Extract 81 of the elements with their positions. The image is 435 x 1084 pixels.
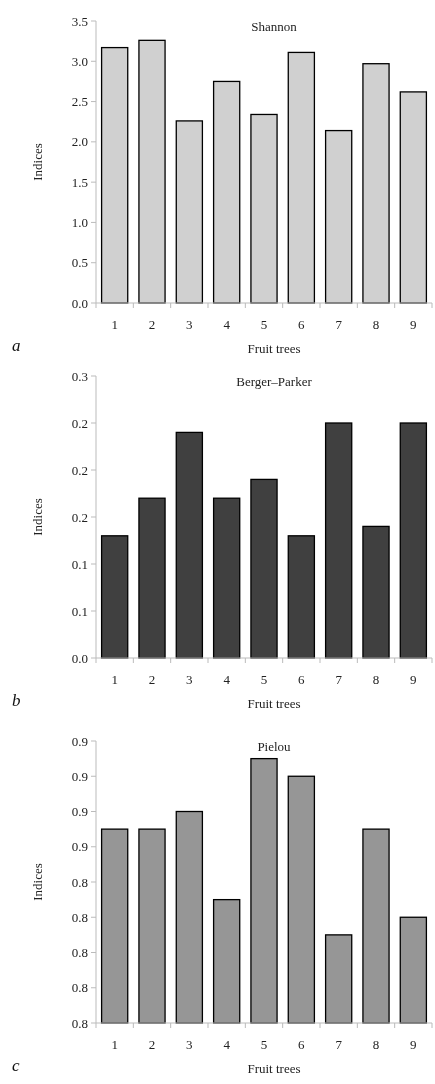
y-axis-title: Indices [30, 143, 45, 181]
y-tick-label: 3.0 [71, 53, 88, 69]
y-tick-label: 0.3 [71, 368, 88, 384]
bar [287, 51, 316, 304]
x-tick-label: 9 [410, 317, 417, 332]
x-tick-label: 4 [223, 672, 231, 687]
bar [362, 525, 390, 659]
x-tick-label: 2 [148, 672, 156, 687]
chart-title: Pielou [257, 739, 292, 754]
x-tick-label: 3 [186, 672, 193, 687]
x-axis-title: Fruit trees [247, 1061, 301, 1076]
bar [138, 497, 166, 659]
x-tick-label: 3 [186, 1037, 193, 1052]
y-tick-label: 0.8 [71, 945, 88, 961]
y-tick-label: 2.0 [71, 134, 88, 150]
bar [250, 113, 278, 304]
y-tick-label: 0.8 [71, 1015, 88, 1031]
y-tick-label: 0.9 [71, 804, 88, 820]
x-tick-label: 5 [260, 317, 268, 332]
bar [324, 129, 353, 304]
x-tick-label: 8 [372, 317, 380, 332]
bar [212, 497, 241, 659]
y-tick-label: 0.2 [71, 509, 88, 525]
x-tick-label: 6 [298, 672, 306, 687]
y-tick-label: 0.9 [71, 839, 88, 855]
y-tick-label: 0.9 [71, 733, 88, 749]
text: c [12, 1056, 20, 1075]
y-axis-title: Indices [30, 863, 45, 901]
bar [100, 535, 129, 659]
x-tick-label: 9 [410, 672, 417, 687]
bar [324, 422, 353, 659]
y-tick-label: 0.9 [71, 768, 88, 784]
bar [399, 422, 428, 659]
bar [250, 478, 278, 659]
x-tick-label: 1 [111, 317, 118, 332]
x-tick-label: 7 [335, 317, 343, 332]
x-tick-label: 2 [148, 1037, 156, 1052]
chart-title: Berger–Parker [236, 374, 313, 389]
x-tick-label: 8 [372, 672, 380, 687]
bar [175, 431, 204, 659]
bar [175, 120, 204, 304]
x-tick-label: 6 [298, 317, 306, 332]
y-tick-label: 0.0 [71, 295, 88, 311]
bar [100, 46, 129, 304]
y-tick-label: 0.2 [71, 462, 88, 478]
x-tick-label: 7 [335, 1037, 343, 1052]
bar [362, 63, 390, 304]
text: b [12, 691, 21, 710]
y-tick-label: 0.1 [71, 603, 88, 619]
bar [212, 80, 241, 304]
y-tick-label: 0.2 [71, 415, 88, 431]
bar [287, 535, 316, 659]
x-axis-title: Fruit trees [247, 341, 301, 356]
text: a [12, 336, 21, 355]
chart-title: Shannon [251, 19, 298, 34]
x-tick-label: 1 [111, 1037, 118, 1052]
y-tick-label: 2.5 [71, 94, 88, 110]
bar [138, 39, 166, 304]
y-tick-label: 0.1 [71, 556, 88, 572]
x-tick-label: 5 [260, 672, 268, 687]
bar [399, 91, 428, 304]
y-axis-title: Indices [30, 498, 45, 536]
x-tick-label: 2 [148, 317, 156, 332]
x-tick-label: 4 [223, 1037, 231, 1052]
y-tick-label: 1.5 [71, 174, 88, 190]
x-tick-label: 4 [223, 317, 231, 332]
y-tick-label: 0.5 [71, 255, 88, 271]
y-tick-label: 0.0 [71, 650, 88, 666]
x-tick-label: 7 [335, 672, 343, 687]
y-tick-label: 3.5 [71, 13, 88, 29]
y-tick-label: 0.8 [71, 980, 88, 996]
x-tick-label: 9 [410, 1037, 417, 1052]
x-tick-label: 6 [298, 1037, 306, 1052]
x-tick-label: 8 [372, 1037, 380, 1052]
y-tick-label: 0.8 [71, 909, 88, 925]
y-tick-label: 0.8 [71, 874, 88, 890]
x-tick-label: 3 [186, 317, 193, 332]
x-tick-label: 5 [260, 1037, 268, 1052]
y-tick-label: 1.0 [71, 214, 88, 230]
x-tick-label: 1 [111, 672, 118, 687]
x-axis-title: Fruit trees [247, 696, 301, 711]
